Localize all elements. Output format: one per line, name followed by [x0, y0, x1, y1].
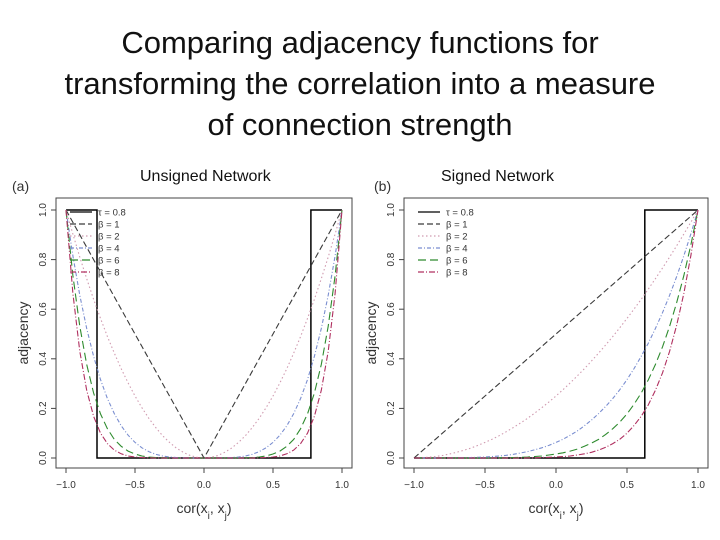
x-tick-label: 0.0	[549, 480, 563, 491]
legend-label: β = 4	[98, 244, 120, 255]
chart-signed-network: (b) 0.0 0.2 0.4 0.6 0.8 1.0 −1.0 −0.5 0.0 0.5 1.0 co…	[363, 178, 709, 522]
legend-label: β = 4	[446, 244, 468, 255]
x-tick-label: −0.5	[475, 480, 495, 491]
y-tick-label: 0.2	[386, 401, 397, 415]
legend-label: β = 6	[98, 256, 120, 267]
x-axis-label: cor(xi, xj)	[176, 500, 231, 522]
panel-label: (a)	[12, 178, 29, 194]
legend: τ = 0.8β = 1β = 2β = 4β = 6β = 8	[418, 208, 474, 279]
series-line-5	[414, 209, 699, 459]
y-tick-label: 0.8	[386, 252, 397, 266]
series-line-5	[65, 209, 343, 459]
legend-label: β = 8	[98, 268, 120, 279]
x-tick-label: 0.5	[620, 480, 634, 491]
panel-label: (b)	[374, 178, 391, 194]
y-tick-label: 0.8	[38, 252, 49, 266]
legend-label: β = 2	[446, 232, 468, 243]
x-tick-label: −1.0	[56, 480, 76, 491]
caption-signed-network: Signed Network	[441, 168, 554, 185]
y-tick-label: 0.6	[386, 302, 397, 316]
series-line-2	[65, 209, 343, 459]
legend: τ = 0.8β = 1β = 2β = 4β = 6β = 8	[70, 208, 126, 279]
x-tick-label: 0.0	[197, 480, 211, 491]
y-axis-label: adjacency	[15, 301, 31, 364]
y-tick-label: 0.0	[38, 451, 49, 465]
legend-label: β = 6	[446, 256, 468, 267]
y-axis-label: adjacency	[363, 301, 379, 364]
legend-label: τ = 0.8	[446, 208, 474, 219]
legend-label: β = 8	[446, 268, 468, 279]
legend-label: τ = 0.8	[98, 208, 126, 219]
y-tick-label: 1.0	[38, 203, 49, 217]
series-line-4	[65, 209, 343, 459]
x-tick-label: 0.5	[266, 480, 280, 491]
y-tick-label: 0.6	[38, 302, 49, 316]
x-tick-label: 1.0	[335, 480, 349, 491]
series-line-2	[413, 209, 699, 459]
y-tick-label: 1.0	[386, 203, 397, 217]
caption-unsigned-network: Unsigned Network	[140, 168, 271, 185]
x-tick-label: 1.0	[691, 480, 705, 491]
slide-title: Comparing adjacency functions for transf…	[64, 25, 656, 142]
chart-unsigned-network: (a) 0.0 0.2 0.4 0.6 0.8 1.0 −1.0 −0.5 0.0 0.5 1.0 co…	[12, 178, 353, 522]
y-tick-label: 0.4	[38, 351, 49, 365]
y-tick-label: 0.2	[38, 401, 49, 415]
legend-label: β = 2	[98, 232, 120, 243]
legend-label: β = 1	[98, 220, 120, 231]
x-tick-label: −1.0	[404, 480, 424, 491]
y-tick-label: 0.0	[386, 451, 397, 465]
x-tick-label: −0.5	[125, 480, 145, 491]
legend-label: β = 1	[446, 220, 468, 231]
series-line-4	[414, 209, 699, 459]
x-axis-label: cor(xi, xj)	[528, 500, 583, 522]
y-tick-label: 0.4	[386, 351, 397, 365]
